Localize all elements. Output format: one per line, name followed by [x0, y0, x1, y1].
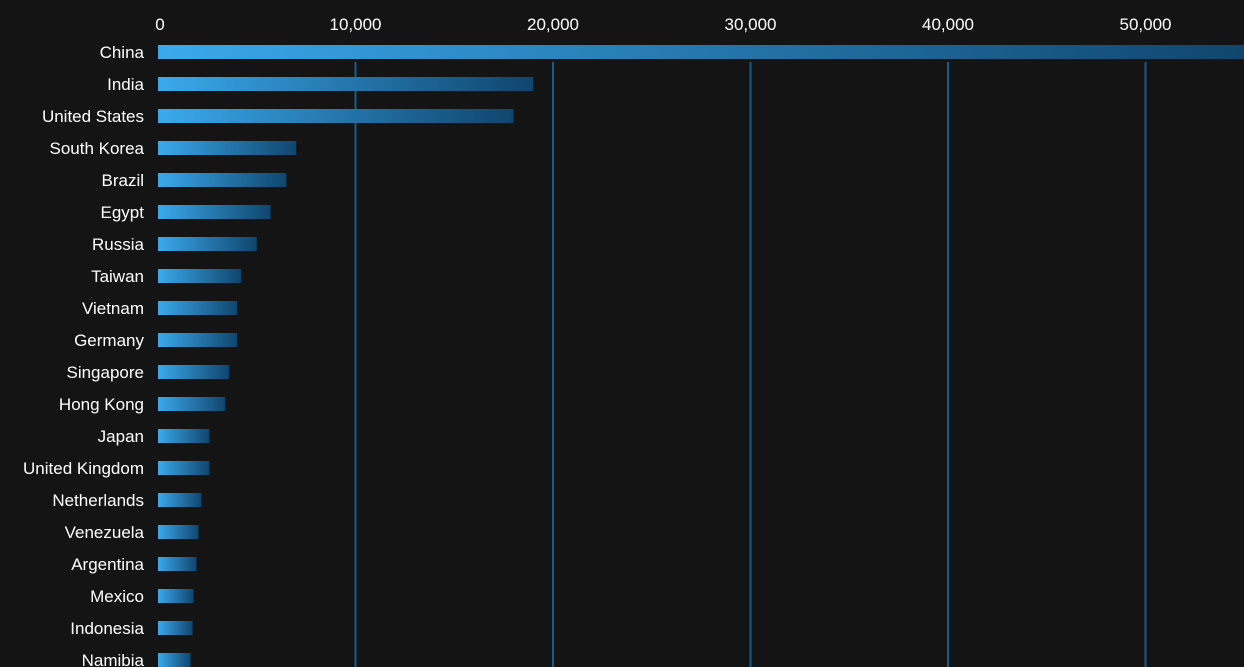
bar-taiwan — [158, 269, 241, 283]
category-label: Namibia — [82, 651, 145, 667]
bar-china — [158, 45, 1244, 59]
category-label: Netherlands — [52, 491, 144, 510]
bar-mexico — [158, 589, 194, 603]
category-label: Singapore — [66, 363, 144, 382]
bars — [158, 45, 1244, 667]
category-label: Indonesia — [70, 619, 144, 638]
bar-singapore — [158, 365, 230, 379]
bar-vietnam — [158, 301, 237, 315]
category-labels: China India United States South Korea Brazil… — [23, 43, 145, 667]
bar-venezuela — [158, 525, 199, 539]
category-label: Brazil — [101, 171, 144, 190]
bar-south-korea — [158, 141, 297, 155]
category-label: Mexico — [90, 587, 144, 606]
bar-united-kingdom — [158, 461, 210, 475]
category-label: India — [107, 75, 144, 94]
category-label: United States — [42, 107, 144, 126]
category-label: Russia — [92, 235, 145, 254]
bar-hong-kong — [158, 397, 226, 411]
bar-russia — [158, 237, 257, 251]
category-label: Hong Kong — [59, 395, 144, 414]
x-tick-label: 40,000 — [922, 15, 974, 34]
x-axis-ticks: 0 10,000 20,000 30,000 40,000 50,000 — [155, 15, 1171, 34]
x-tick-label: 10,000 — [330, 15, 382, 34]
category-label: Taiwan — [91, 267, 144, 286]
category-label: South Korea — [49, 139, 144, 158]
x-tick-label: 30,000 — [725, 15, 777, 34]
bar-indonesia — [158, 621, 193, 635]
x-tick-label: 20,000 — [527, 15, 579, 34]
category-label: Argentina — [71, 555, 144, 574]
category-label: Venezuela — [65, 523, 145, 542]
bar-brazil — [158, 173, 287, 187]
category-label: China — [100, 43, 145, 62]
bar-egypt — [158, 205, 271, 219]
bar-germany — [158, 333, 237, 347]
category-label: Japan — [98, 427, 144, 446]
x-tick-label: 0 — [155, 15, 164, 34]
bar-japan — [158, 429, 210, 443]
category-label: United Kingdom — [23, 459, 144, 478]
category-label: Vietnam — [82, 299, 144, 318]
category-label: Germany — [74, 331, 144, 350]
category-label: Egypt — [101, 203, 145, 222]
bar-namibia — [158, 653, 191, 667]
bar-netherlands — [158, 493, 202, 507]
bar-argentina — [158, 557, 197, 571]
x-tick-label: 50,000 — [1120, 15, 1172, 34]
bar-india — [158, 77, 534, 91]
bar-united-states — [158, 109, 514, 123]
gridlines — [354, 62, 1147, 667]
